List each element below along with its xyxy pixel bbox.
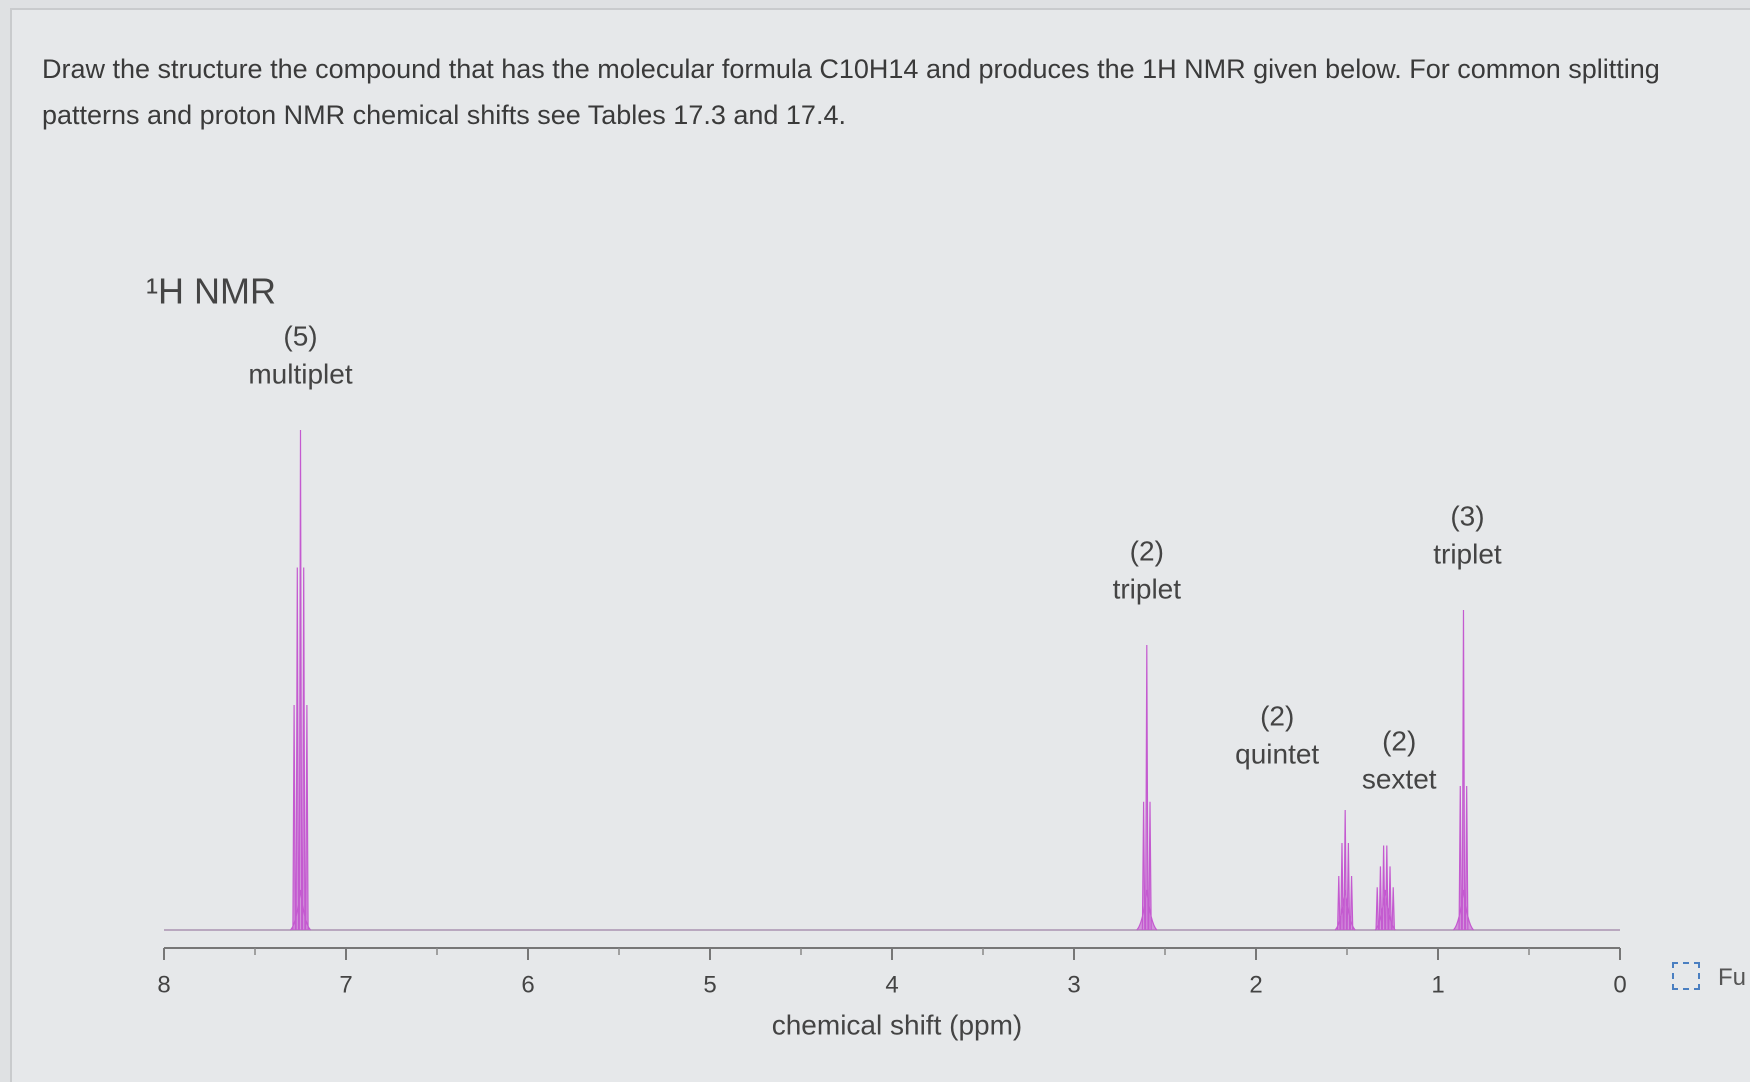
peak (1453, 609, 1474, 931)
peak (1374, 845, 1396, 931)
peak-integration: (2) (1382, 725, 1416, 756)
peak (290, 429, 311, 931)
x-tick-label: 3 (1067, 971, 1080, 998)
peak (1334, 809, 1356, 931)
peak-multiplicity: sextet (1362, 763, 1437, 794)
peak-integration: (3) (1450, 500, 1484, 531)
chart-title: ¹H NMR (146, 271, 276, 312)
peak (1136, 644, 1158, 931)
x-tick-label: 2 (1249, 971, 1262, 998)
x-tick-label: 6 (521, 971, 534, 998)
peak-multiplicity: multiplet (248, 358, 352, 389)
x-tick-label: 7 (339, 971, 352, 998)
peak-integration: (5) (283, 320, 317, 351)
x-tick-label: 1 (1431, 971, 1444, 998)
x-tick-label: 8 (157, 971, 170, 998)
peak-integration: (2) (1130, 535, 1164, 566)
x-tick-label: 5 (703, 971, 716, 998)
peak-multiplicity: triplet (1433, 538, 1502, 569)
peak-multiplicity: quintet (1235, 738, 1319, 769)
question-text: Draw the structure the compound that has… (42, 54, 1660, 130)
fullscreen-button[interactable] (1672, 962, 1700, 990)
peak-multiplicity: triplet (1113, 573, 1182, 604)
x-tick-label: 0 (1613, 971, 1626, 998)
peak-integration: (2) (1260, 700, 1294, 731)
fullscreen-label[interactable]: Fu (1718, 964, 1747, 991)
x-axis-label: chemical shift (ppm) (772, 1009, 1023, 1040)
x-tick-label: 4 (885, 971, 898, 998)
